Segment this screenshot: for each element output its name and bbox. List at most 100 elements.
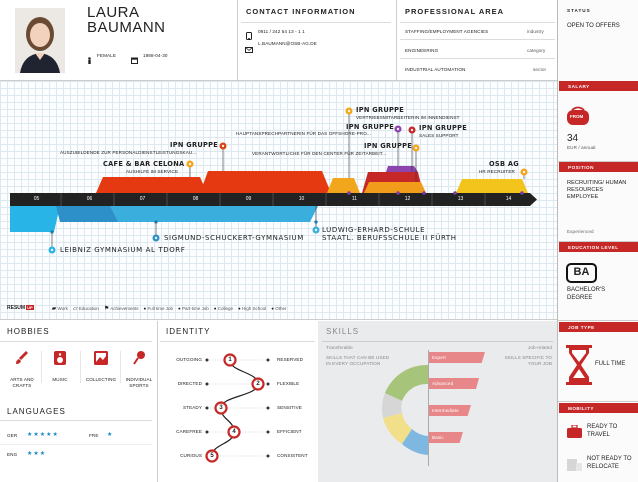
identity-left-5: CURIOUS	[180, 453, 202, 458]
identity-n3: 3	[219, 405, 223, 411]
lang-fre-stars: ★	[107, 432, 114, 438]
skills-donut	[382, 364, 428, 455]
salary-unit: EUR / annual	[567, 145, 596, 150]
identity-left-3: STEADY	[183, 405, 202, 410]
position-value: RECRUITING/ HUMAN RESOURCES EMPLOYEE	[567, 180, 627, 200]
phone-icon	[246, 27, 252, 45]
prof-row-3-kind: sector	[533, 67, 547, 72]
college-icon: ●	[213, 305, 217, 311]
skills-right-desc: SKILLS SPECIFIC TO YOUR JOB	[504, 355, 552, 366]
email-link[interactable]: L.BAUMANN@OSB-AG.DE	[258, 41, 317, 46]
legend-other[interactable]: ● Other	[271, 305, 287, 311]
skills-left-desc: SKILLS THAT CAN BE USED IN EVERY OCCUPAT…	[326, 355, 390, 366]
education-level-value: BACHELOR'S DEGREE	[567, 287, 606, 301]
brush-icon	[16, 351, 28, 364]
lang-fre-code: FRE	[89, 433, 99, 438]
relocate-icon	[567, 458, 582, 476]
identity-right-4: EFFICIENT	[277, 429, 302, 434]
picture-icon	[94, 351, 108, 365]
highschool-icon: ●	[238, 305, 241, 311]
legend-work[interactable]: ▰ Work	[51, 305, 68, 312]
legend-education[interactable]: ▱ Education	[72, 305, 99, 312]
job-offshore-role[interactable]: HAUPTANSPRECHPARTNERIN FÜR DAS OFFSHORE-…	[236, 131, 372, 136]
job-ipn-1-role: VERTRIEBSMITARBEITERIN IM INNENDIENST	[356, 115, 460, 120]
identity-chart	[205, 353, 270, 463]
legend-parttime[interactable]: ● Part-time Job	[178, 305, 209, 311]
year-09: 09	[245, 196, 252, 202]
suitcase-icon	[567, 424, 582, 443]
flag-icon: ⚑	[103, 305, 110, 312]
job-ipn-3-role: SALES SUPPORT	[419, 133, 459, 138]
person-photo-icon	[15, 8, 65, 73]
job-zeitarbeit-role[interactable]: VERANTWORTLICHE FÜR DEN CENTER FÜR ZEITA…	[252, 151, 387, 156]
skills-title: SKILLS	[326, 327, 360, 336]
legend-college[interactable]: ● College	[213, 305, 234, 311]
identity-right-5: CONSISTENT	[277, 453, 308, 458]
skill-basic-bar	[429, 432, 463, 443]
hobby-sports: INDIVIDUAL SPORTS	[122, 350, 156, 389]
job-ipn-4-company[interactable]: IPN GRUPPE	[364, 142, 413, 150]
work-bar-osb	[456, 179, 528, 193]
legend-highschool[interactable]: ● High School	[238, 305, 267, 311]
edu-bar-ludwig	[110, 206, 318, 222]
prof-row-2-kind: category	[527, 48, 546, 53]
salary-badge: FROM	[570, 114, 584, 119]
job-ipn-training-role: AUSZUBILDENDE ZUR PERSONALDIENSTLEISTUNG…	[60, 150, 197, 155]
hobbies-title: HOBBIES	[7, 327, 50, 336]
school-sigmund-name[interactable]: SIGMUND-SCHUCKERT-GYMNASIUM	[164, 234, 304, 242]
year-13: 13	[457, 196, 464, 202]
birthdate-text: 1988-04-30	[143, 53, 168, 58]
identity-left-2: DIRECTED	[177, 381, 202, 386]
skill-advanced-label: Advanced	[432, 381, 454, 386]
professional-title: PROFESSIONAL AREA	[405, 7, 505, 16]
work-bar-cafe	[96, 177, 207, 193]
skill-advanced-bar	[429, 378, 479, 389]
timeline-chart	[10, 107, 537, 254]
brand-logo: RESUM UP	[7, 305, 34, 311]
year-11: 11	[351, 196, 358, 202]
job-cafe-company[interactable]: CAFE & BAR CELONA	[103, 160, 185, 168]
lang-eng-code: ENG	[7, 452, 18, 457]
wallet-icon	[566, 106, 590, 126]
first-name: LAURA	[87, 4, 140, 21]
year-10: 10	[298, 196, 305, 202]
salary-amount: 34	[567, 133, 579, 144]
job-osb-company[interactable]: OSB AG	[489, 160, 519, 168]
year-06: 06	[86, 196, 93, 202]
other-icon: ●	[271, 305, 274, 311]
year-14: 14	[505, 196, 512, 202]
identity-title: IDENTITY	[166, 327, 211, 336]
legend-fulltime[interactable]: ● Full time Job	[143, 305, 174, 311]
education-level-title: EDUCATION LEVEL	[559, 242, 638, 252]
skill-expert-label: Expert	[432, 355, 446, 360]
phone-text[interactable]: 0911 / 242 54 13 - 1 1	[258, 29, 305, 34]
parttime-icon: ●	[178, 305, 181, 311]
skill-intermediate-bar	[429, 405, 471, 416]
ba-badge: BA	[566, 263, 597, 283]
calendar-icon	[131, 51, 138, 69]
hobby-arts: ARTS AND CRAFTS	[7, 350, 37, 389]
year-08: 08	[192, 196, 199, 202]
skills-left-head: Transferable	[326, 345, 353, 350]
job-ipn-1-company[interactable]: IPN GRUPPE	[356, 106, 405, 114]
year-05: 05	[33, 196, 40, 202]
job-ipn-2-company[interactable]: IPN GRUPPE	[346, 123, 395, 131]
school-leibniz-name[interactable]: LEIBNIZ GYMNASIUM AL TDORF	[60, 246, 186, 254]
book-icon: ▱	[72, 305, 78, 312]
contact-title: CONTACT INFORMATION	[246, 7, 356, 16]
hourglass-icon	[566, 345, 592, 390]
prof-row-1-label: STAFFING/EMPLOYMENT AGENCIES	[405, 29, 489, 34]
skills-right-head: Job-related	[528, 345, 553, 350]
legend-achievements[interactable]: ⚑ Achievements	[103, 305, 139, 312]
position-title: POSITION	[559, 162, 638, 172]
mobility-title: MOBILITY	[559, 403, 638, 413]
salary-title: SALARY	[559, 81, 638, 91]
prof-row-2-label: ENGINEERING	[405, 48, 439, 53]
fulltime-icon: ●	[143, 305, 147, 311]
job-ipn-3-company[interactable]: IPN GRUPPE	[419, 124, 468, 132]
lang-ger-stars: ★★★★★	[27, 432, 59, 438]
school-ludwig-name[interactable]: LUDWIG-ERHARD-SCHULE	[322, 226, 426, 234]
skill-basic-label: Basic	[432, 435, 444, 440]
job-ipn-training-company[interactable]: IPN GRUPPE	[170, 141, 219, 149]
speaker-icon	[54, 351, 66, 365]
